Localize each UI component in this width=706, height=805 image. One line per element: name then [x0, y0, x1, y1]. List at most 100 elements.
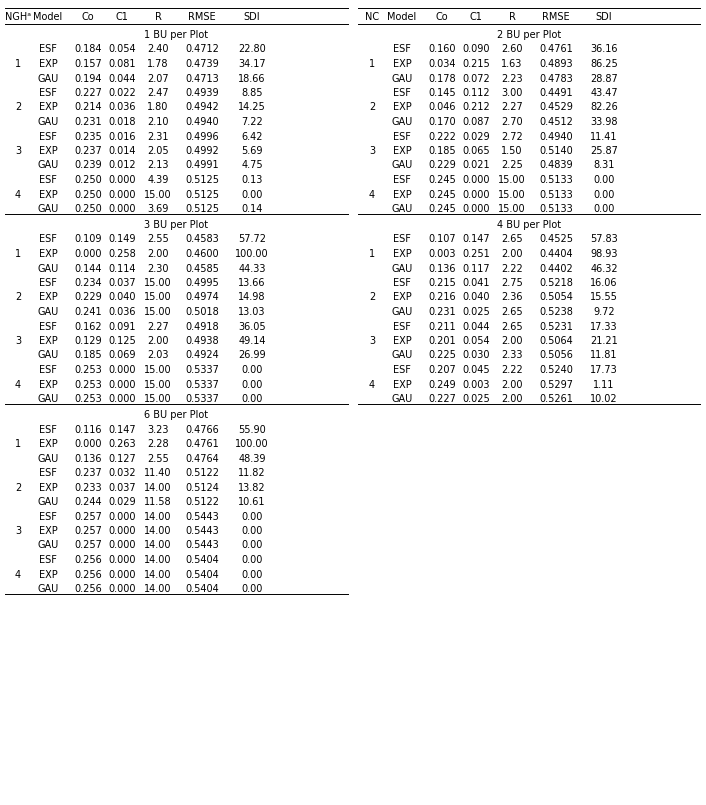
Text: 0.4529: 0.4529: [539, 102, 573, 113]
Text: 0.253: 0.253: [74, 394, 102, 404]
Text: 0.117: 0.117: [462, 263, 490, 274]
Text: 8.31: 8.31: [593, 160, 615, 171]
Text: C1: C1: [469, 12, 482, 22]
Text: 8.85: 8.85: [241, 88, 263, 98]
Text: 0.185: 0.185: [74, 350, 102, 361]
Text: 0.087: 0.087: [462, 117, 490, 127]
Text: 14.00: 14.00: [144, 526, 172, 536]
Text: 1.11: 1.11: [593, 379, 615, 390]
Text: 0.5125: 0.5125: [185, 189, 219, 200]
Text: GAU: GAU: [391, 394, 412, 404]
Text: 0.250: 0.250: [74, 189, 102, 200]
Text: 0.5124: 0.5124: [185, 482, 219, 493]
Text: 0.215: 0.215: [428, 278, 456, 288]
Text: GAU: GAU: [37, 350, 59, 361]
Text: 0.025: 0.025: [462, 394, 490, 404]
Text: 46.32: 46.32: [590, 263, 618, 274]
Text: ESF: ESF: [39, 511, 57, 522]
Text: NGHᵃ: NGHᵃ: [5, 12, 31, 22]
Text: EXP: EXP: [39, 146, 57, 156]
Text: 0.4512: 0.4512: [539, 117, 573, 127]
Text: 1: 1: [369, 249, 375, 259]
Text: GAU: GAU: [37, 584, 59, 594]
Text: 0.5261: 0.5261: [539, 394, 573, 404]
Text: 11.81: 11.81: [590, 350, 618, 361]
Text: 0.000: 0.000: [462, 204, 490, 214]
Text: 1.78: 1.78: [148, 59, 169, 69]
Text: 3.69: 3.69: [148, 204, 169, 214]
Text: SDI: SDI: [244, 12, 261, 22]
Text: EXP: EXP: [39, 336, 57, 346]
Text: 57.72: 57.72: [238, 234, 266, 245]
Text: 2.27: 2.27: [501, 102, 523, 113]
Text: 2.65: 2.65: [501, 234, 523, 245]
Text: 0.256: 0.256: [74, 569, 102, 580]
Text: 0.194: 0.194: [74, 73, 102, 84]
Text: 0.018: 0.018: [108, 117, 136, 127]
Text: 0.125: 0.125: [108, 336, 136, 346]
Text: 100.00: 100.00: [235, 439, 269, 449]
Text: 0.00: 0.00: [241, 569, 263, 580]
Text: 10.61: 10.61: [238, 497, 265, 507]
Text: ESF: ESF: [39, 131, 57, 142]
Text: 0.116: 0.116: [74, 424, 102, 435]
Text: 7.22: 7.22: [241, 117, 263, 127]
Text: ESF: ESF: [393, 44, 411, 55]
Text: 16.06: 16.06: [590, 278, 618, 288]
Text: NC: NC: [365, 12, 379, 22]
Text: ESF: ESF: [393, 278, 411, 288]
Text: 34.17: 34.17: [238, 59, 266, 69]
Text: 0.5056: 0.5056: [539, 350, 573, 361]
Text: GAU: GAU: [37, 540, 59, 551]
Text: GAU: GAU: [37, 204, 59, 214]
Text: GAU: GAU: [37, 263, 59, 274]
Text: 0.129: 0.129: [74, 336, 102, 346]
Text: 0.000: 0.000: [108, 204, 136, 214]
Text: 14.00: 14.00: [144, 511, 172, 522]
Text: 4: 4: [369, 189, 375, 200]
Text: 0.227: 0.227: [428, 394, 456, 404]
Text: 0.225: 0.225: [428, 350, 456, 361]
Text: 0.054: 0.054: [108, 44, 136, 55]
Text: 49.14: 49.14: [238, 336, 265, 346]
Text: 3: 3: [15, 526, 21, 536]
Text: 3.23: 3.23: [148, 424, 169, 435]
Text: 11.40: 11.40: [144, 468, 172, 478]
Text: 4: 4: [15, 569, 21, 580]
Text: 0.4713: 0.4713: [185, 73, 219, 84]
Text: 0.00: 0.00: [241, 540, 263, 551]
Text: 0.00: 0.00: [241, 365, 263, 375]
Text: 0.000: 0.000: [108, 540, 136, 551]
Text: 11.82: 11.82: [238, 468, 266, 478]
Text: EXP: EXP: [39, 569, 57, 580]
Text: 0.5443: 0.5443: [185, 540, 219, 551]
Text: 0.091: 0.091: [108, 321, 136, 332]
Text: 0.4940: 0.4940: [539, 131, 573, 142]
Text: 2 BU per Plot: 2 BU per Plot: [497, 30, 561, 40]
Text: 14.00: 14.00: [144, 482, 172, 493]
Text: 0.112: 0.112: [462, 88, 490, 98]
Text: 25.87: 25.87: [590, 146, 618, 156]
Text: 14.00: 14.00: [144, 540, 172, 551]
Text: 0.4939: 0.4939: [185, 88, 219, 98]
Text: 15.00: 15.00: [144, 394, 172, 404]
Text: 0.5337: 0.5337: [185, 394, 219, 404]
Text: 0.250: 0.250: [74, 175, 102, 185]
Text: 0.233: 0.233: [74, 482, 102, 493]
Text: 0.107: 0.107: [428, 234, 456, 245]
Text: 0.036: 0.036: [108, 307, 136, 317]
Text: 0.037: 0.037: [108, 482, 136, 493]
Text: 2: 2: [369, 292, 375, 303]
Text: 0.000: 0.000: [108, 365, 136, 375]
Text: EXP: EXP: [39, 379, 57, 390]
Text: 2: 2: [15, 292, 21, 303]
Text: 15.00: 15.00: [144, 278, 172, 288]
Text: 0.253: 0.253: [74, 379, 102, 390]
Text: 2.10: 2.10: [148, 117, 169, 127]
Text: 100.00: 100.00: [235, 249, 269, 259]
Text: 0.4583: 0.4583: [185, 234, 219, 245]
Text: 4: 4: [15, 379, 21, 390]
Text: 0.185: 0.185: [428, 146, 456, 156]
Text: 2.65: 2.65: [501, 307, 523, 317]
Text: EXP: EXP: [393, 249, 412, 259]
